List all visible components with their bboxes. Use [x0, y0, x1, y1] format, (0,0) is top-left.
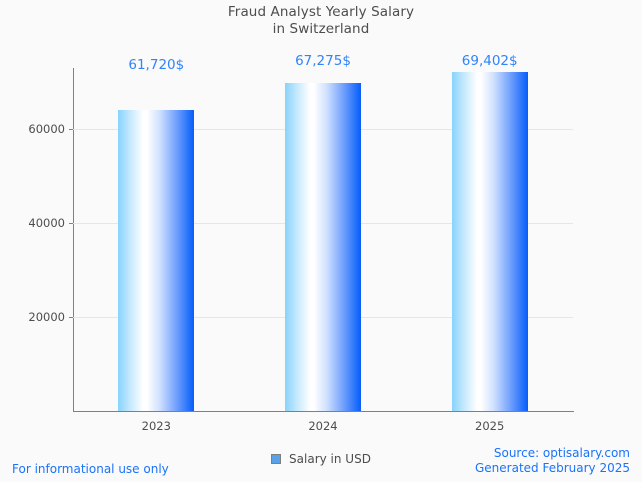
- plot-area: 20000 40000 60000: [28, 68, 573, 411]
- x-tick-label-2025: 2025: [475, 419, 505, 433]
- y-tick-mark-60000: [69, 129, 73, 130]
- y-tick-label-20000: 20000: [28, 310, 65, 324]
- footer-source: Source: optisalary.com: [493, 446, 630, 460]
- y-tick-mark-40000: [69, 223, 73, 224]
- legend-swatch-icon: [271, 454, 282, 464]
- bar-2024[interactable]: [285, 83, 361, 411]
- chart-title: Fraud Analyst Yearly Salary in Switzerla…: [0, 4, 642, 37]
- y-axis-spine: [73, 68, 74, 412]
- x-tick-label-2023: 2023: [141, 419, 171, 433]
- x-axis-spine: [73, 411, 574, 412]
- bar-2025[interactable]: [451, 72, 528, 411]
- bar-value-2023: 61,720$: [128, 57, 185, 73]
- y-tick-label-60000: 60000: [28, 122, 65, 136]
- x-tick-label-2024: 2024: [308, 419, 338, 433]
- y-tick-mark-20000: [69, 317, 73, 318]
- y-tick-label-40000: 40000: [28, 216, 65, 230]
- chart-title-line1: Fraud Analyst Yearly Salary: [227, 4, 415, 20]
- chart-legend: Salary in USD: [0, 452, 642, 466]
- chart-title-line2: in Switzerland: [272, 20, 370, 37]
- footer-disclaimer: For informational use only: [12, 462, 169, 476]
- bar-2023[interactable]: [118, 110, 195, 411]
- bar-value-2025: 69,402$: [461, 53, 518, 69]
- legend-item-label: Salary in USD: [289, 452, 371, 466]
- bar-value-2024: 67,275$: [295, 53, 351, 69]
- footer-source-block: Source: optisalary.com Generated Februar…: [475, 446, 630, 476]
- footer-generated: Generated February 2025: [474, 461, 630, 475]
